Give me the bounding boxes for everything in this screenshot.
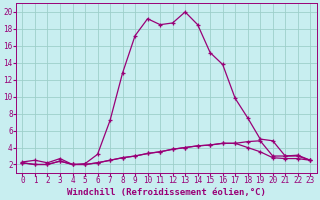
X-axis label: Windchill (Refroidissement éolien,°C): Windchill (Refroidissement éolien,°C) (67, 188, 266, 197)
